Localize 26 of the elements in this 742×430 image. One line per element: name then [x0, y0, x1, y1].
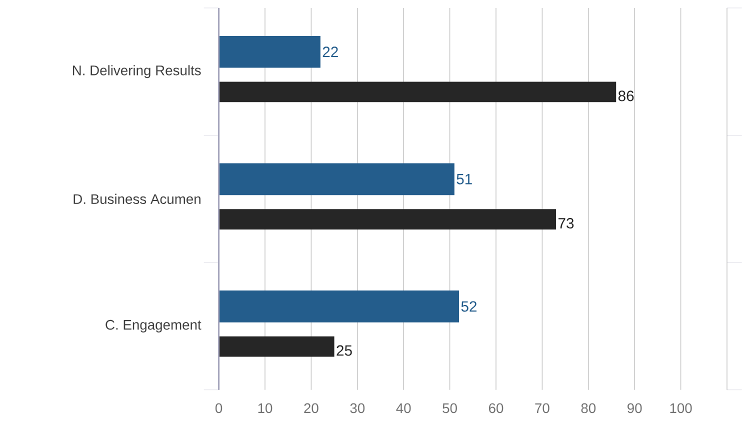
y-tick-label: C. Engagement: [106, 320, 202, 333]
data-label: 25: [336, 345, 352, 356]
x-tick-label: 0: [215, 403, 222, 414]
bar: [218, 290, 460, 323]
y-tick-label: N. Delivering Results: [72, 65, 201, 78]
bar: [218, 336, 334, 357]
x-tick-label: 40: [396, 403, 411, 414]
x-tick-label: 20: [304, 403, 318, 414]
x-tick-label: 10: [258, 403, 272, 414]
bar: [218, 82, 616, 102]
x-tick-label: 50: [442, 403, 457, 414]
x-tick-label: 70: [535, 403, 550, 414]
y-tick-label: D. Business Acumen: [74, 194, 200, 204]
x-tick-label: 80: [581, 403, 596, 414]
x-tick-label: 100: [670, 403, 692, 414]
data-label: 22: [322, 46, 338, 58]
bar: [218, 209, 556, 230]
bar: [218, 36, 320, 68]
data-label: 86: [618, 90, 634, 102]
data-label: 51: [456, 174, 472, 185]
data-label: 73: [558, 218, 574, 229]
data-label: 52: [461, 301, 477, 312]
bar: [218, 163, 454, 196]
x-tick-label: 90: [628, 403, 642, 414]
x-tick-label: 60: [488, 403, 504, 414]
x-tick-label: 30: [350, 403, 365, 414]
